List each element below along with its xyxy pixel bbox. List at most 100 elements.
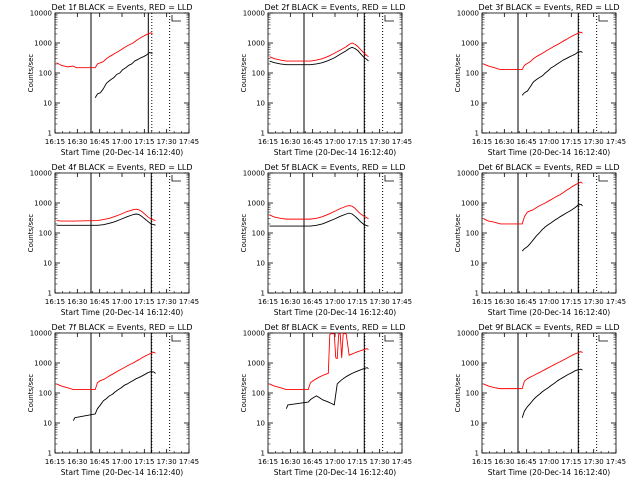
x-tick-label: 16:30 <box>494 458 514 466</box>
x-tick-label: 17:00 <box>325 298 345 306</box>
y-tick-label: 100 <box>466 390 479 398</box>
y-tick-label: 1 <box>48 130 52 138</box>
x-tick-label: 17:30 <box>157 298 177 306</box>
legend-marker <box>598 15 608 22</box>
y-tick-label: 10 <box>43 420 52 428</box>
x-axis-label: Start Time (20-Dec-14 16:12:40) <box>61 308 183 317</box>
panel-title: Det 7f BLACK = Events, RED = LLD <box>51 323 192 332</box>
x-tick-label: 17:00 <box>112 138 132 146</box>
y-tick-label: 1000 <box>247 200 265 208</box>
y-tick-label: 100 <box>252 390 265 398</box>
x-tick-label: 16:30 <box>280 138 300 146</box>
x-tick-label: 17:45 <box>606 298 626 306</box>
x-axis-label: Start Time (20-Dec-14 16:12:40) <box>488 148 610 157</box>
y-tick-label: 100 <box>39 390 52 398</box>
y-tick-label: 100 <box>39 70 52 78</box>
y-tick-label: 1 <box>48 450 52 458</box>
x-tick-label: 17:45 <box>179 298 199 306</box>
plot-frame <box>54 172 190 294</box>
panel-9: Det 9f BLACK = Events, RED = LLD Start Ti… <box>454 323 626 477</box>
legend-marker <box>384 15 394 22</box>
y-tick-label: 10000 <box>457 170 479 178</box>
x-axis-label: Start Time (20-Dec-14 16:12:40) <box>274 148 396 157</box>
x-tick-label: 17:45 <box>606 458 626 466</box>
y-tick-label: 10000 <box>457 330 479 338</box>
y-axis-label: Counts/sec <box>240 374 248 413</box>
panel-title: Det 3f BLACK = Events, RED = LLD <box>478 3 619 12</box>
x-tick-label: 17:15 <box>561 138 581 146</box>
x-tick-label: 17:30 <box>370 298 390 306</box>
series-events-line <box>285 367 369 409</box>
x-tick-label: 16:45 <box>517 138 537 146</box>
series-lld-line <box>269 42 369 62</box>
y-tick-label: 100 <box>466 230 479 238</box>
y-tick-label: 1000 <box>247 40 265 48</box>
x-tick-label: 17:15 <box>561 298 581 306</box>
series-lld-line <box>483 31 583 71</box>
x-tick-label: 16:15 <box>472 458 492 466</box>
x-tick-label: 16:45 <box>517 458 537 466</box>
x-tick-label: 16:30 <box>67 458 87 466</box>
series-lld-line <box>269 333 369 391</box>
series-lld-line <box>269 205 369 220</box>
legend-marker <box>171 15 181 22</box>
y-tick-label: 1000 <box>461 360 479 368</box>
x-tick-label: 17:00 <box>539 458 559 466</box>
panel-6: Det 6f BLACK = Events, RED = LLD Start Ti… <box>454 163 626 317</box>
y-tick-label: 1 <box>261 130 265 138</box>
panel-7: Det 7f BLACK = Events, RED = LLD Start Ti… <box>27 323 199 477</box>
x-tick-label: 16:15 <box>45 458 65 466</box>
series-lld-line <box>483 351 583 390</box>
x-axis-label: Start Time (20-Dec-14 16:12:40) <box>488 308 610 317</box>
x-tick-label: 16:15 <box>45 298 65 306</box>
x-tick-label: 17:30 <box>584 298 604 306</box>
x-tick-label: 16:15 <box>472 138 492 146</box>
x-tick-label: 17:30 <box>157 458 177 466</box>
y-tick-label: 10 <box>256 100 265 108</box>
x-tick-label: 17:45 <box>179 138 199 146</box>
plot-frame <box>54 12 190 134</box>
y-axis-label: Counts/sec <box>27 374 35 413</box>
y-tick-label: 10 <box>470 100 479 108</box>
y-axis-label: Counts/sec <box>27 214 35 253</box>
x-tick-label: 17:45 <box>179 458 199 466</box>
x-tick-label: 17:15 <box>134 298 154 306</box>
legend-marker <box>171 335 181 342</box>
series-events-line <box>56 213 156 226</box>
x-tick-label: 16:30 <box>67 138 87 146</box>
x-tick-label: 17:00 <box>539 298 559 306</box>
series-events-line <box>269 46 369 66</box>
x-axis-label: Start Time (20-Dec-14 16:12:40) <box>61 148 183 157</box>
legend-marker <box>598 335 608 342</box>
x-tick-label: 16:15 <box>258 298 278 306</box>
series-lld-line <box>56 351 156 391</box>
y-tick-label: 1 <box>475 290 479 298</box>
x-tick-label: 17:00 <box>325 458 345 466</box>
panel-title: Det 5f BLACK = Events, RED = LLD <box>264 163 405 172</box>
x-tick-label: 16:15 <box>45 138 65 146</box>
x-tick-label: 16:30 <box>280 298 300 306</box>
x-tick-label: 17:45 <box>392 298 412 306</box>
y-tick-label: 10000 <box>30 330 52 338</box>
y-tick-label: 1000 <box>34 40 52 48</box>
y-tick-label: 10 <box>470 420 479 428</box>
y-tick-label: 1 <box>475 450 479 458</box>
y-tick-label: 1 <box>48 290 52 298</box>
panel-title: Det 8f BLACK = Events, RED = LLD <box>264 323 405 332</box>
x-tick-label: 17:15 <box>561 458 581 466</box>
y-axis-label: Counts/sec <box>240 214 248 253</box>
y-tick-label: 1000 <box>34 200 52 208</box>
y-tick-label: 100 <box>252 70 265 78</box>
panel-title: Det 1f BLACK = Events, RED = LLD <box>51 3 192 12</box>
x-axis-label: Start Time (20-Dec-14 16:12:40) <box>274 308 396 317</box>
y-axis-label: Counts/sec <box>454 214 462 253</box>
x-tick-label: 16:15 <box>258 458 278 466</box>
x-tick-label: 16:15 <box>472 298 492 306</box>
plot-frame <box>481 332 617 454</box>
x-tick-label: 16:30 <box>494 138 514 146</box>
x-tick-label: 16:30 <box>494 298 514 306</box>
y-tick-label: 10 <box>256 260 265 268</box>
legend-marker <box>384 335 394 342</box>
y-tick-label: 1000 <box>461 40 479 48</box>
